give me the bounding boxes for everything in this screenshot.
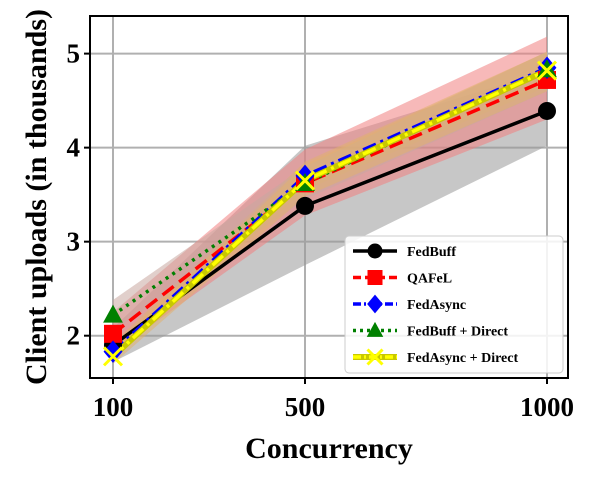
series-line xyxy=(111,66,548,353)
data-point xyxy=(366,321,384,337)
x-tick-label: 1000 xyxy=(520,392,574,422)
series-markers xyxy=(102,56,558,367)
x-tick-label: 500 xyxy=(285,392,326,422)
legend-item: FedAsync + Direct xyxy=(353,348,518,366)
data-point xyxy=(536,60,558,81)
legend-label: FedBuff + Direct xyxy=(407,325,508,340)
data-point xyxy=(537,59,557,78)
plot-frame xyxy=(89,15,569,379)
data-point xyxy=(102,346,124,367)
legend-label: FedAsync xyxy=(407,298,466,313)
data-point xyxy=(103,304,123,323)
y-tick-label: 4 xyxy=(67,133,81,163)
legend: FedBuff QAFeL FedAsync FedBuff + Direct FedA… xyxy=(344,235,564,374)
y-tick-label: 5 xyxy=(67,39,81,69)
legend-label: FedAsync + Direct xyxy=(407,351,518,366)
x-tick-label: 100 xyxy=(93,392,134,422)
legend-item: FedBuff + Direct xyxy=(353,321,508,340)
x-axis-title: Concurrency xyxy=(245,432,413,465)
data-point xyxy=(104,324,122,343)
data-point xyxy=(367,243,383,259)
legend-item: QAFeL xyxy=(353,270,452,287)
data-point xyxy=(296,196,314,215)
data-point xyxy=(366,348,384,366)
data-point xyxy=(538,101,556,120)
axis-ticks: 2 3 4 5 100 500 1000 xyxy=(67,39,575,422)
data-point xyxy=(367,270,383,285)
confidence-band xyxy=(113,51,547,364)
data-point xyxy=(367,294,383,314)
y-tick-label: 2 xyxy=(67,321,81,351)
y-axis-title: Client uploads (in thousands) xyxy=(20,9,53,385)
data-point xyxy=(103,340,123,363)
data-point xyxy=(294,170,316,191)
legend-item: FedAsync xyxy=(353,294,466,314)
series-line xyxy=(111,68,548,358)
legend-item: FedBuff xyxy=(353,243,456,260)
legend-box xyxy=(344,235,564,374)
legend-label: FedBuff xyxy=(407,245,456,260)
legend-label: QAFeL xyxy=(407,272,452,287)
y-tick-label: 3 xyxy=(67,227,81,257)
